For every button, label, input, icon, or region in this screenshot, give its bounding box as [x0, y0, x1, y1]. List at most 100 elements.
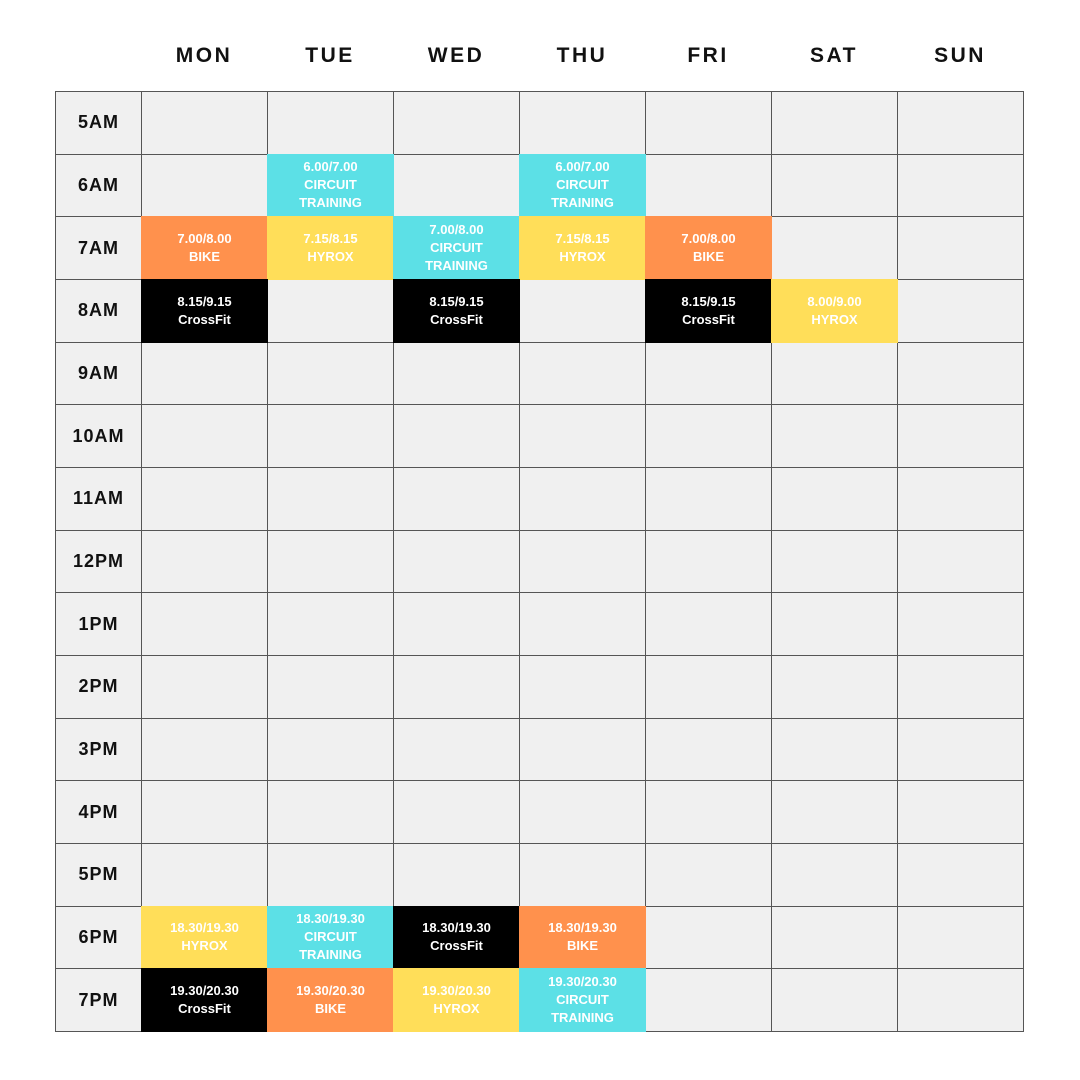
time-slot[interactable]: [142, 843, 268, 907]
class-block-bike[interactable]: 7.00/8.00 BIKE: [645, 216, 772, 280]
time-slot[interactable]: [772, 154, 898, 218]
time-slot[interactable]: [142, 593, 268, 656]
time-slot[interactable]: [646, 969, 772, 1032]
time-slot[interactable]: [646, 655, 772, 719]
time-slot[interactable]: [898, 405, 1024, 468]
class-block-hyrox[interactable]: 8.00/9.00 HYROX: [771, 278, 898, 343]
time-slot[interactable]: [772, 718, 898, 782]
class-block-circuit[interactable]: 19.30/20.30 CIRCUIT TRAINING: [519, 968, 646, 1032]
time-slot[interactable]: [898, 655, 1024, 719]
time-slot[interactable]: [520, 843, 646, 907]
time-slot[interactable]: [772, 906, 898, 970]
time-slot[interactable]: [142, 154, 268, 218]
class-block-hyrox[interactable]: 7.15/8.15 HYROX: [267, 216, 394, 280]
time-slot[interactable]: [898, 342, 1024, 406]
time-slot[interactable]: [142, 467, 268, 531]
time-slot[interactable]: [394, 92, 520, 155]
time-slot[interactable]: [646, 593, 772, 656]
class-block-circuit[interactable]: 7.00/8.00 CIRCUIT TRAINING: [393, 216, 520, 280]
class-block-crossfit[interactable]: 8.15/9.15 CrossFit: [393, 278, 520, 343]
time-slot[interactable]: [142, 718, 268, 782]
time-slot[interactable]: [772, 593, 898, 656]
time-slot[interactable]: [268, 718, 394, 782]
time-slot[interactable]: [772, 92, 898, 155]
class-block-crossfit[interactable]: 8.15/9.15 CrossFit: [645, 278, 772, 343]
time-slot[interactable]: [520, 405, 646, 468]
time-slot[interactable]: [268, 593, 394, 656]
time-slot[interactable]: [646, 718, 772, 782]
time-slot[interactable]: [268, 342, 394, 406]
time-slot[interactable]: [520, 718, 646, 782]
time-slot[interactable]: [268, 279, 394, 343]
time-slot[interactable]: [898, 217, 1024, 280]
time-slot[interactable]: [268, 781, 394, 844]
time-slot[interactable]: [394, 467, 520, 531]
time-slot[interactable]: [898, 530, 1024, 594]
class-block-hyrox[interactable]: 19.30/20.30 HYROX: [393, 968, 520, 1032]
time-slot[interactable]: [520, 593, 646, 656]
class-block-circuit[interactable]: 18.30/19.30 CIRCUIT TRAINING: [267, 905, 394, 970]
time-slot[interactable]: [520, 655, 646, 719]
time-slot[interactable]: [394, 154, 520, 218]
time-slot[interactable]: [394, 843, 520, 907]
time-slot[interactable]: [394, 530, 520, 594]
time-slot[interactable]: [142, 781, 268, 844]
time-slot[interactable]: [268, 843, 394, 907]
time-slot[interactable]: [520, 279, 646, 343]
time-slot[interactable]: [646, 92, 772, 155]
time-slot[interactable]: [520, 342, 646, 406]
time-slot[interactable]: [646, 467, 772, 531]
time-slot[interactable]: [646, 342, 772, 406]
class-block-circuit[interactable]: 6.00/7.00 CIRCUIT TRAINING: [267, 153, 394, 218]
time-slot[interactable]: [394, 781, 520, 844]
time-slot[interactable]: [646, 530, 772, 594]
time-slot[interactable]: [142, 655, 268, 719]
time-slot[interactable]: [520, 781, 646, 844]
time-slot[interactable]: [268, 405, 394, 468]
time-slot[interactable]: [268, 467, 394, 531]
time-slot[interactable]: [394, 342, 520, 406]
class-block-bike[interactable]: 18.30/19.30 BIKE: [519, 905, 646, 970]
time-slot[interactable]: [898, 906, 1024, 970]
time-slot[interactable]: [520, 530, 646, 594]
time-slot[interactable]: [268, 530, 394, 594]
time-slot[interactable]: [772, 843, 898, 907]
time-slot[interactable]: [394, 655, 520, 719]
time-slot[interactable]: [142, 92, 268, 155]
class-block-bike[interactable]: 19.30/20.30 BIKE: [267, 968, 394, 1032]
time-slot[interactable]: [772, 405, 898, 468]
time-slot[interactable]: [394, 718, 520, 782]
time-slot[interactable]: [898, 92, 1024, 155]
time-slot[interactable]: [520, 92, 646, 155]
class-block-bike[interactable]: 7.00/8.00 BIKE: [141, 216, 268, 280]
time-slot[interactable]: [898, 843, 1024, 907]
time-slot[interactable]: [646, 843, 772, 907]
time-slot[interactable]: [772, 467, 898, 531]
class-block-hyrox[interactable]: 7.15/8.15 HYROX: [519, 216, 646, 280]
time-slot[interactable]: [394, 593, 520, 656]
time-slot[interactable]: [772, 969, 898, 1032]
time-slot[interactable]: [520, 467, 646, 531]
time-slot[interactable]: [772, 781, 898, 844]
time-slot[interactable]: [898, 593, 1024, 656]
time-slot[interactable]: [268, 655, 394, 719]
class-block-crossfit[interactable]: 19.30/20.30 CrossFit: [141, 968, 268, 1032]
class-block-hyrox[interactable]: 18.30/19.30 HYROX: [141, 905, 268, 970]
time-slot[interactable]: [772, 217, 898, 280]
time-slot[interactable]: [646, 405, 772, 468]
time-slot[interactable]: [646, 781, 772, 844]
time-slot[interactable]: [898, 781, 1024, 844]
class-block-crossfit[interactable]: 18.30/19.30 CrossFit: [393, 905, 520, 970]
time-slot[interactable]: [268, 92, 394, 155]
class-block-circuit[interactable]: 6.00/7.00 CIRCUIT TRAINING: [519, 153, 646, 218]
time-slot[interactable]: [646, 154, 772, 218]
time-slot[interactable]: [898, 154, 1024, 218]
time-slot[interactable]: [772, 655, 898, 719]
time-slot[interactable]: [898, 279, 1024, 343]
time-slot[interactable]: [898, 969, 1024, 1032]
time-slot[interactable]: [142, 530, 268, 594]
time-slot[interactable]: [898, 718, 1024, 782]
time-slot[interactable]: [646, 906, 772, 970]
time-slot[interactable]: [772, 530, 898, 594]
time-slot[interactable]: [394, 405, 520, 468]
